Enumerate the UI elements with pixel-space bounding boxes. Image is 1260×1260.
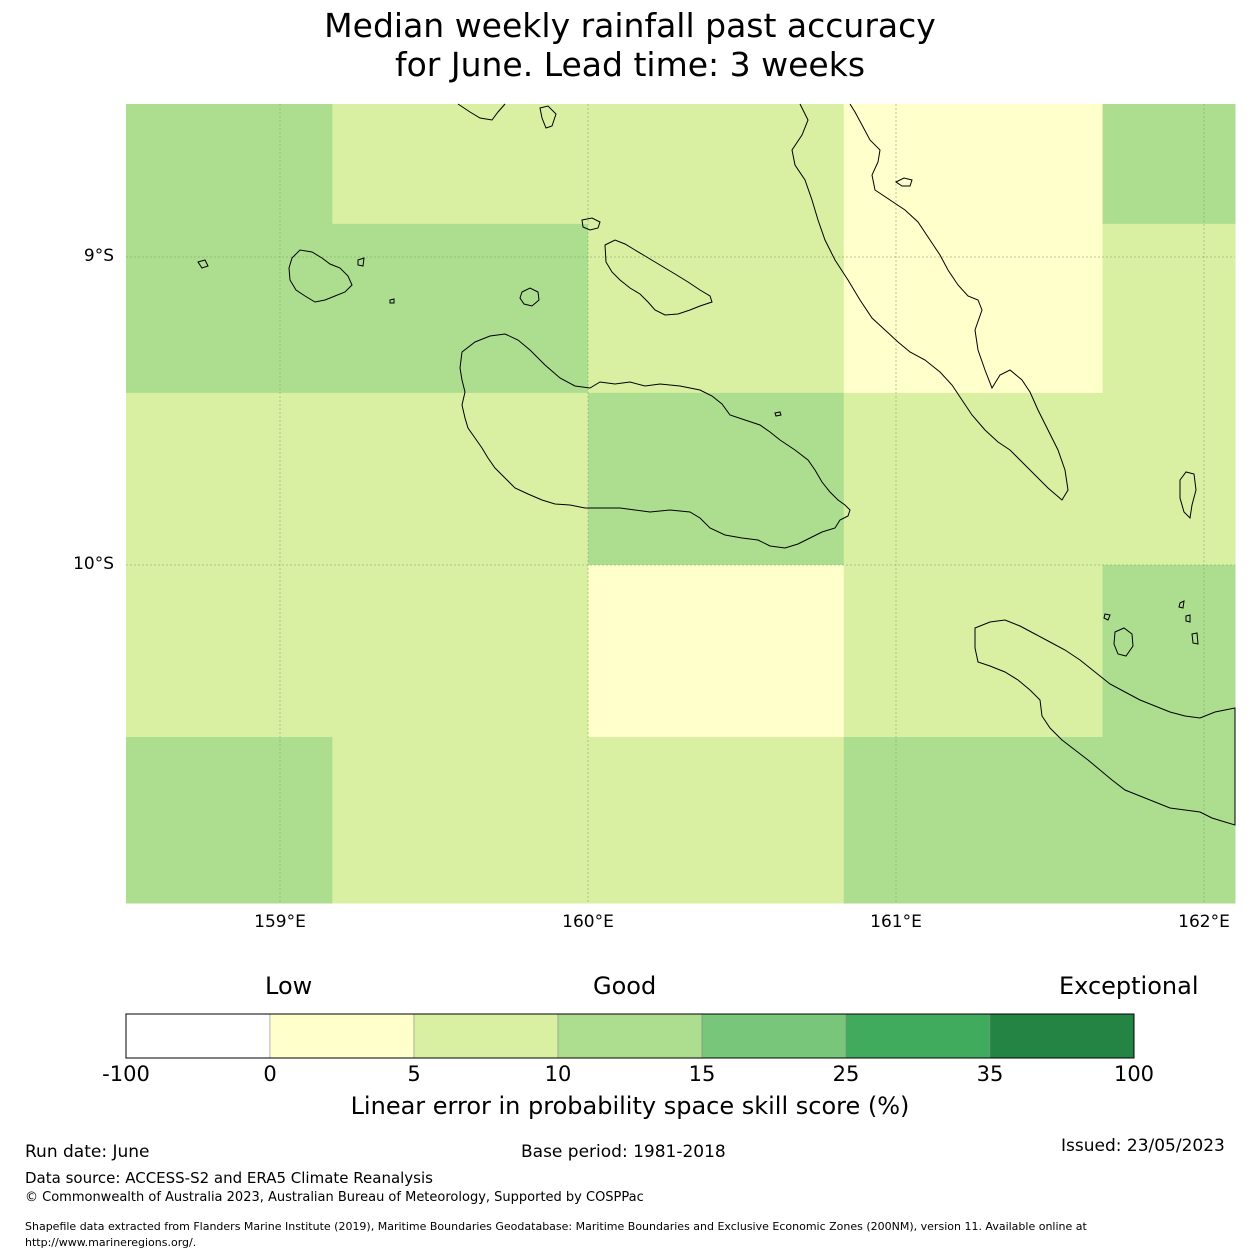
map-title-line-1: Median weekly rainfall past accuracy: [324, 6, 936, 45]
colorbar-bin: [557, 1013, 703, 1059]
colorbar-tick: 5: [407, 1062, 421, 1086]
shapefile-credit-line-2: http://www.marineregions.org/.: [25, 1236, 197, 1249]
colorbar-frame: [125, 1013, 1135, 1059]
grid-cell: [332, 564, 589, 738]
grid-cell: [126, 392, 333, 566]
coastline-islet-a: [581, 217, 601, 231]
colorbar-bin: [125, 1013, 271, 1059]
coastline-makira: [974, 619, 1236, 826]
colorbar-tick: -100: [102, 1062, 150, 1086]
coastline-russell-islands: [288, 249, 353, 303]
coastline-islet-b: [519, 287, 540, 307]
lon-label-161e: 161°E: [870, 912, 922, 932]
lon-label-160e: 160°E: [562, 912, 614, 932]
issued-date: Issued: 23/05/2023: [1061, 1136, 1225, 1156]
coastline-islet-k: [1178, 600, 1185, 609]
colorbar-tick: 35: [976, 1062, 1004, 1086]
grid-cell: [843, 392, 1104, 566]
colorbar-tick: 100: [1113, 1062, 1155, 1086]
category-exceptional: Exceptional: [1059, 972, 1199, 1000]
coastline-islet-g: [895, 177, 913, 187]
coastline-islet-h: [1179, 471, 1197, 520]
colorbar-bin: [989, 1013, 1135, 1059]
grid-cell: [1102, 104, 1236, 225]
skill-grid: [126, 104, 1236, 904]
colorbar-bin: [269, 1013, 415, 1059]
coastline-islet-e: [389, 298, 395, 304]
lon-label-162e: 162°E: [1178, 912, 1230, 932]
coastline-santa-isabel: [457, 103, 506, 121]
data-source: Data source: ACCESS-S2 and ERA5 Climate …: [25, 1169, 433, 1187]
colorbar-tick: 15: [688, 1062, 716, 1086]
coastline-malaita: [791, 103, 1069, 501]
grid-cell: [332, 737, 589, 904]
colorbar-tick: 0: [263, 1062, 277, 1086]
colorbar-tick: 10: [544, 1062, 572, 1086]
lon-label-159e: 159°E: [254, 912, 306, 932]
coastline-islet-l: [1185, 614, 1191, 623]
lat-label-10s: 10°S: [73, 554, 114, 574]
grid-cell: [1102, 737, 1236, 904]
base-period: Base period: 1981-2018: [521, 1142, 726, 1162]
coastline-islet-i: [1113, 627, 1134, 657]
colorbar-label: Linear error in probability space skill …: [350, 1092, 910, 1120]
category-low: Low: [265, 972, 313, 1000]
colorbar-bin: [701, 1013, 847, 1059]
grid-cell: [843, 737, 1104, 904]
coastline-islet-m: [1191, 632, 1199, 645]
grid-cell: [588, 223, 845, 394]
grid-cell: [588, 737, 845, 904]
grid-cell: [588, 104, 845, 225]
colorbar-bin: [413, 1013, 559, 1059]
shapefile-credit-line-1: Shapefile data extracted from Flanders M…: [25, 1220, 1087, 1233]
colorbar: [125, 1013, 1135, 1059]
coastline-islet-j: [1103, 613, 1111, 621]
grid-cell: [126, 104, 333, 225]
grid-cell: [126, 737, 333, 904]
grid-cell: [126, 564, 333, 738]
category-good: Good: [593, 972, 657, 1000]
grid-cell: [332, 392, 589, 566]
grid-cell: [843, 223, 1104, 394]
coastline-islet-f: [539, 105, 557, 129]
grid-cell: [843, 564, 1104, 738]
grid-cell: [588, 564, 845, 738]
coastline-florida-islands: [604, 239, 713, 316]
grid-cell: [332, 104, 589, 225]
coastline-islet-n: [774, 411, 782, 417]
lat-label-9s: 9°S: [83, 246, 114, 266]
grid-cell: [588, 392, 845, 566]
copyright: © Commonwealth of Australia 2023, Austra…: [25, 1190, 644, 1205]
coastline-islet-c: [197, 259, 209, 269]
graticule: [126, 104, 1235, 903]
grid-cell: [843, 104, 1104, 225]
colorbar-bin: [845, 1013, 991, 1059]
coastline-islet-d: [357, 257, 365, 267]
grid-cell: [1102, 223, 1236, 394]
map-title-line-2: for June. Lead time: 3 weeks: [394, 45, 866, 84]
grid-cell: [1102, 392, 1236, 566]
colorbar-tick: 25: [832, 1062, 860, 1086]
coastline-guadalcanal: [459, 333, 851, 549]
grid-cell: [1102, 564, 1236, 738]
coastlines: [197, 103, 1236, 826]
run-date: Run date: June: [25, 1142, 150, 1162]
